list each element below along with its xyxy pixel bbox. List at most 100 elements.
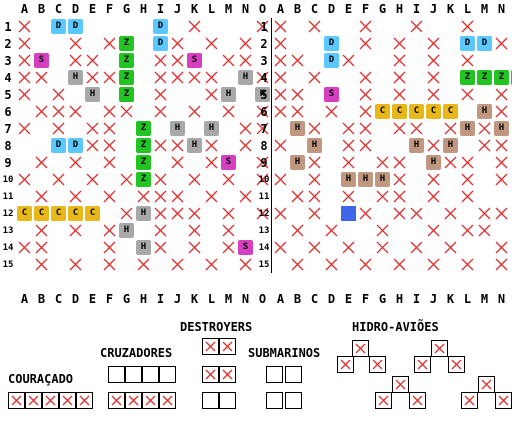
column-label: K xyxy=(190,292,199,306)
ship-segment: H xyxy=(204,121,219,136)
row-label: 3 xyxy=(4,54,12,68)
miss-marker xyxy=(306,171,323,188)
miss-marker xyxy=(152,103,169,120)
couracado-slot xyxy=(76,392,93,409)
miss-marker xyxy=(272,69,289,86)
column-label: N xyxy=(497,2,506,16)
ship-segment: S xyxy=(324,87,339,102)
row-label: 12 xyxy=(2,209,14,219)
row-label: 2 xyxy=(260,37,268,51)
miss-marker xyxy=(391,154,408,171)
column-label: I xyxy=(412,2,421,16)
miss-marker xyxy=(237,120,254,137)
miss-marker xyxy=(425,86,442,103)
hidroaviao-slot xyxy=(478,376,495,393)
miss-marker xyxy=(289,188,306,205)
miss-marker xyxy=(203,86,220,103)
miss-marker xyxy=(340,239,357,256)
hidroaviao-slot xyxy=(414,356,431,373)
miss-marker xyxy=(203,188,220,205)
miss-marker xyxy=(459,86,476,103)
ship-segment: H xyxy=(221,87,236,102)
row-label: 4 xyxy=(4,71,12,85)
miss-marker xyxy=(357,205,374,222)
column-label: G xyxy=(378,292,387,306)
column-label: I xyxy=(412,292,421,306)
ship-letter: H xyxy=(208,123,215,133)
miss-marker xyxy=(476,205,493,222)
miss-marker xyxy=(408,120,425,137)
column-label: M xyxy=(224,292,233,306)
miss-marker xyxy=(357,137,374,154)
miss-marker xyxy=(50,120,67,137)
ship-letter: H xyxy=(259,89,266,99)
miss-marker xyxy=(135,188,152,205)
miss-marker xyxy=(16,120,33,137)
ship-letter: D xyxy=(72,140,79,150)
fleet-legend: DESTROYERS CRUZADORES SUBMARINOS HIDRO-A… xyxy=(0,312,512,424)
ship-segment: D xyxy=(324,36,339,51)
row-label: 6 xyxy=(260,105,268,119)
ship-letter: Z xyxy=(498,72,505,82)
ship-letter: H xyxy=(464,123,471,133)
miss-marker xyxy=(425,52,442,69)
column-label: C xyxy=(54,292,63,306)
miss-marker xyxy=(152,86,169,103)
ship-letter: Z xyxy=(123,38,130,48)
miss-marker xyxy=(493,171,510,188)
column-label: K xyxy=(446,292,455,306)
ship-segment: H xyxy=(136,240,151,255)
ship-letter: H xyxy=(481,106,488,116)
miss-marker xyxy=(67,256,84,273)
miss-marker xyxy=(186,205,203,222)
row-label: 11 xyxy=(2,192,14,202)
miss-marker xyxy=(272,86,289,103)
miss-marker xyxy=(374,222,391,239)
miss-marker xyxy=(340,120,357,137)
destroyer-slot xyxy=(219,366,236,383)
ship-letter: H xyxy=(345,174,352,184)
miss-marker xyxy=(289,103,306,120)
row-label: 2 xyxy=(4,37,12,51)
ship-letter: H xyxy=(294,157,301,167)
column-label: C xyxy=(310,2,319,16)
miss-marker xyxy=(50,171,67,188)
miss-marker xyxy=(391,256,408,273)
column-label: N xyxy=(241,2,250,16)
column-label: A xyxy=(276,2,285,16)
miss-marker xyxy=(493,137,510,154)
ship-segment: H xyxy=(494,121,509,136)
ship-segment: Z xyxy=(460,70,475,85)
ship-segment: C xyxy=(34,206,49,221)
miss-marker xyxy=(254,18,271,35)
column-label: G xyxy=(378,2,387,16)
ship-letter: C xyxy=(21,208,28,218)
ship-segment: D xyxy=(51,138,66,153)
miss-marker xyxy=(340,137,357,154)
ship-segment: Z xyxy=(136,172,151,187)
miss-marker xyxy=(220,52,237,69)
ship-letter: H xyxy=(140,242,147,252)
ship-letter: Z xyxy=(140,157,147,167)
ship-letter: H xyxy=(430,157,437,167)
ship-segment: C xyxy=(375,104,390,119)
couracado-slot xyxy=(8,392,25,409)
miss-marker xyxy=(101,103,118,120)
column-label: E xyxy=(344,292,353,306)
miss-marker xyxy=(67,52,84,69)
ship-letter: H xyxy=(379,174,386,184)
ship-segment: H xyxy=(358,172,373,187)
miss-marker xyxy=(374,154,391,171)
miss-marker xyxy=(84,52,101,69)
ship-segment: H xyxy=(426,155,441,170)
column-label: F xyxy=(105,2,114,16)
miss-marker xyxy=(272,52,289,69)
miss-marker xyxy=(340,154,357,171)
ship-segment: H xyxy=(341,172,356,187)
miss-marker xyxy=(186,18,203,35)
ship-letter: D xyxy=(72,21,79,31)
miss-marker xyxy=(289,86,306,103)
miss-marker xyxy=(101,222,118,239)
ship-letter: S xyxy=(38,55,45,65)
miss-marker xyxy=(16,239,33,256)
